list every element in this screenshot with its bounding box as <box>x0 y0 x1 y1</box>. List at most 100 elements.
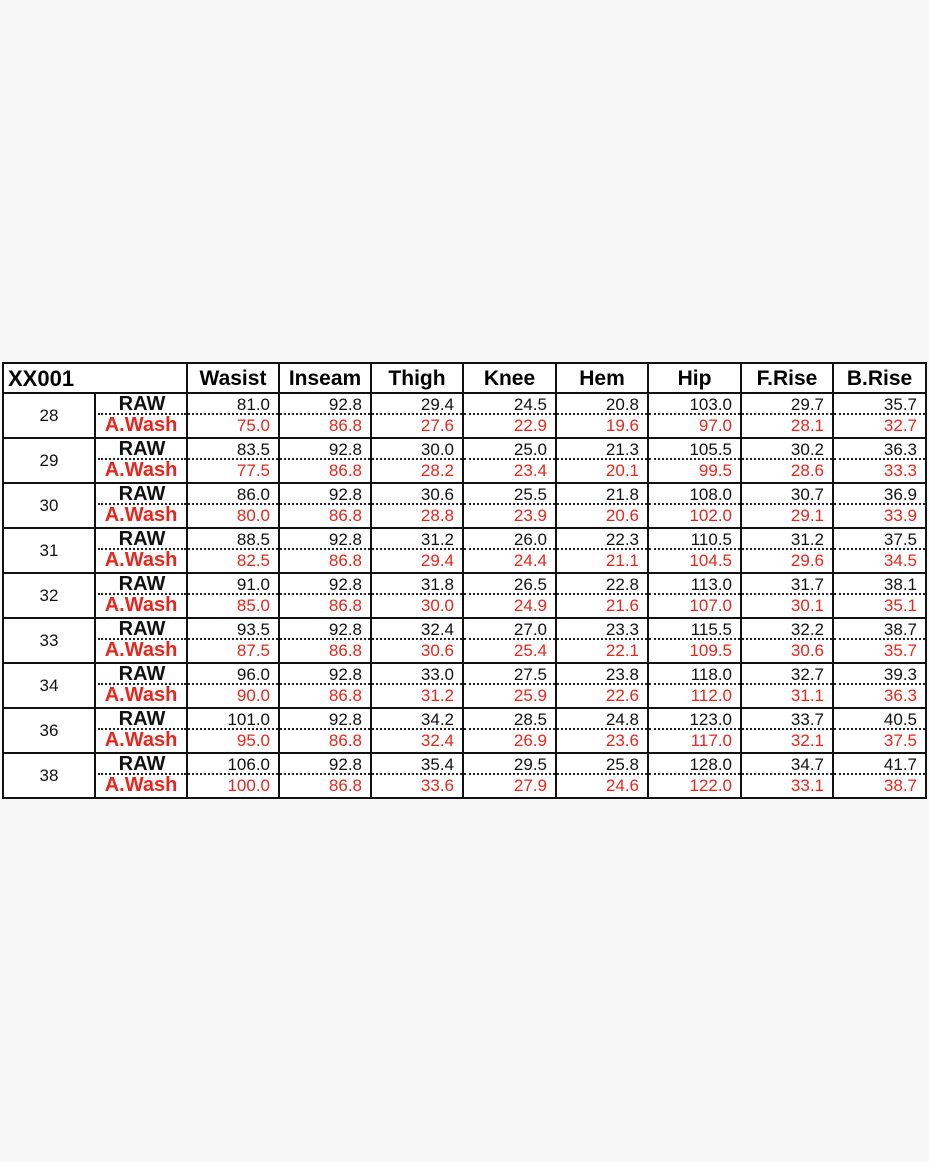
table-row: 29 RAW A.Wash 83.5 77.5 92.8 86.8 30.0 28.2 25.0 2… <box>2 437 927 484</box>
wash-label: A.Wash <box>104 684 178 706</box>
measure-cell: 28.5 26.9 <box>462 707 557 754</box>
raw-value: 92.8 <box>280 754 370 775</box>
wash-value: 86.8 <box>328 731 362 750</box>
raw-value: 22.8 <box>557 574 647 595</box>
measure-cell: 24.5 22.9 <box>462 392 557 439</box>
measure-cell: 30.2 28.6 <box>740 437 834 484</box>
type-cell: RAW A.Wash <box>94 392 188 439</box>
raw-value: 96.0 <box>188 664 278 685</box>
raw-value: 24.5 <box>464 394 555 415</box>
raw-value: 39.3 <box>834 664 925 685</box>
raw-label: RAW <box>98 709 186 730</box>
measure-cell: 88.5 82.5 <box>186 527 280 574</box>
measure-cell: 113.0 107.0 <box>647 572 742 619</box>
column-header-knee: Knee <box>462 362 557 394</box>
wash-value: 104.5 <box>689 551 732 570</box>
measure-cell: 33.0 31.2 <box>370 662 464 709</box>
raw-value: 33.0 <box>372 664 462 685</box>
measure-cell: 37.5 34.5 <box>832 527 927 574</box>
raw-value: 92.8 <box>280 484 370 505</box>
wash-value: 28.6 <box>790 461 824 480</box>
raw-label: RAW <box>98 529 186 550</box>
wash-value: 20.6 <box>605 506 639 525</box>
raw-value: 27.0 <box>464 619 555 640</box>
wash-label: A.Wash <box>104 729 178 751</box>
table-row: 36 RAW A.Wash 101.0 95.0 92.8 86.8 34.2 32.4 28.5… <box>2 707 927 754</box>
measure-cell: 92.8 86.8 <box>278 752 372 799</box>
raw-value: 37.5 <box>834 529 925 550</box>
wash-value: 35.7 <box>883 641 917 660</box>
wash-value: 86.8 <box>328 461 362 480</box>
raw-value: 31.2 <box>372 529 462 550</box>
wash-label: A.Wash <box>104 459 178 481</box>
measure-cell: 22.8 21.6 <box>555 572 649 619</box>
wash-value: 86.8 <box>328 416 362 435</box>
measure-cell: 38.7 35.7 <box>832 617 927 664</box>
raw-label: RAW <box>98 394 186 415</box>
measure-cell: 92.8 86.8 <box>278 707 372 754</box>
measure-cell: 31.2 29.6 <box>740 527 834 574</box>
measure-cell: 29.4 27.6 <box>370 392 464 439</box>
type-cell: RAW A.Wash <box>94 662 188 709</box>
raw-value: 113.0 <box>649 574 740 595</box>
wash-value: 25.9 <box>513 686 547 705</box>
measure-cell: 30.6 28.8 <box>370 482 464 529</box>
raw-value: 38.7 <box>834 619 925 640</box>
measure-cell: 21.3 20.1 <box>555 437 649 484</box>
wash-value: 102.0 <box>689 506 732 525</box>
column-header-inseam: Inseam <box>278 362 372 394</box>
measure-cell: 24.8 23.6 <box>555 707 649 754</box>
wash-value: 23.6 <box>605 731 639 750</box>
wash-value: 23.9 <box>513 506 547 525</box>
measure-cell: 110.5 104.5 <box>647 527 742 574</box>
wash-label: A.Wash <box>104 549 178 571</box>
wash-value: 33.6 <box>420 776 454 795</box>
wash-value: 26.9 <box>513 731 547 750</box>
wash-value: 29.6 <box>790 551 824 570</box>
wash-value: 33.3 <box>883 461 917 480</box>
wash-value: 32.4 <box>420 731 454 750</box>
model-code: XX001 <box>2 362 188 394</box>
type-cell: RAW A.Wash <box>94 617 188 664</box>
wash-value: 86.8 <box>328 641 362 660</box>
raw-value: 30.7 <box>742 484 832 505</box>
type-cell: RAW A.Wash <box>94 572 188 619</box>
measure-cell: 30.7 29.1 <box>740 482 834 529</box>
measure-cell: 21.8 20.6 <box>555 482 649 529</box>
raw-value: 23.3 <box>557 619 647 640</box>
measure-cell: 108.0 102.0 <box>647 482 742 529</box>
wash-value: 85.0 <box>236 596 270 615</box>
measure-cell: 36.9 33.9 <box>832 482 927 529</box>
wash-value: 82.5 <box>236 551 270 570</box>
raw-value: 36.3 <box>834 439 925 460</box>
raw-value: 29.4 <box>372 394 462 415</box>
raw-label: RAW <box>98 664 186 685</box>
measure-cell: 32.4 30.6 <box>370 617 464 664</box>
wash-value: 23.4 <box>513 461 547 480</box>
measure-cell: 92.8 86.8 <box>278 437 372 484</box>
raw-value: 20.8 <box>557 394 647 415</box>
wash-value: 112.0 <box>690 686 732 705</box>
wash-value: 86.8 <box>328 551 362 570</box>
raw-value: 106.0 <box>188 754 278 775</box>
measure-cell: 25.5 23.9 <box>462 482 557 529</box>
measure-cell: 26.0 24.4 <box>462 527 557 574</box>
wash-label: A.Wash <box>104 639 178 661</box>
table-body: 28 RAW A.Wash 81.0 75.0 92.8 86.8 29.4 27.6 24.5 2… <box>2 392 927 799</box>
wash-value: 29.1 <box>790 506 824 525</box>
size-label: 38 <box>2 752 96 799</box>
wash-value: 30.6 <box>420 641 454 660</box>
raw-value: 33.7 <box>742 709 832 730</box>
measure-cell: 25.8 24.6 <box>555 752 649 799</box>
measure-cell: 31.7 30.1 <box>740 572 834 619</box>
raw-value: 83.5 <box>188 439 278 460</box>
wash-value: 31.2 <box>420 686 454 705</box>
raw-value: 110.5 <box>649 529 740 550</box>
size-label: 29 <box>2 437 96 484</box>
raw-value: 108.0 <box>649 484 740 505</box>
measure-cell: 36.3 33.3 <box>832 437 927 484</box>
wash-value: 35.1 <box>883 596 917 615</box>
wash-value: 109.5 <box>689 641 732 660</box>
raw-value: 101.0 <box>188 709 278 730</box>
wash-value: 29.4 <box>420 551 454 570</box>
